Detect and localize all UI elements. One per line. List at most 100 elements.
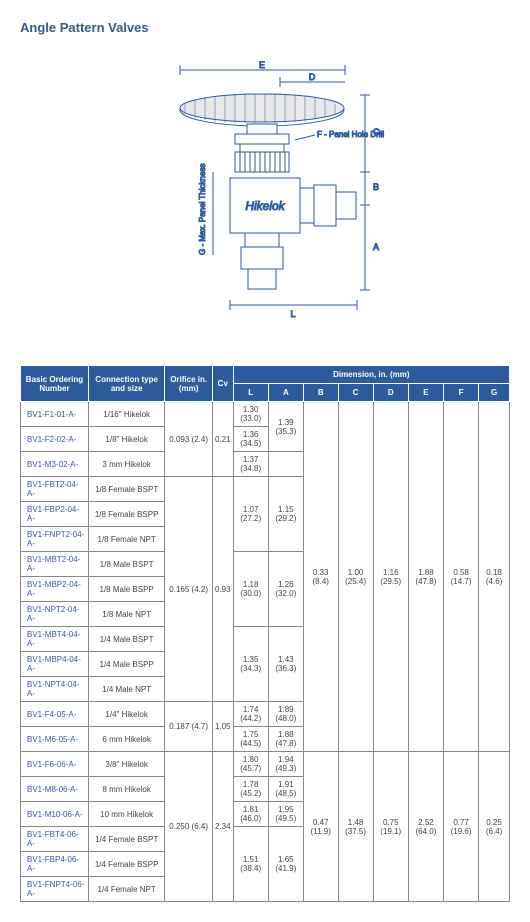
- valve-diagram: E D F - Panel Hole Drill: [20, 55, 510, 335]
- table-cell: BV1-M3-02-A-: [21, 452, 89, 477]
- table-cell: 1.48 (37.5): [338, 752, 373, 902]
- table-cell: BV1-MBP4-04-A-: [21, 652, 89, 677]
- table-cell: 1/8" Hikelok: [88, 427, 164, 452]
- table-cell: 0.21: [213, 402, 234, 477]
- table-cell: [268, 452, 303, 477]
- table-cell: 1.65 (41.9): [268, 827, 303, 902]
- dim-e-label: E: [259, 60, 265, 70]
- table-cell: 1.15 (29.2): [268, 477, 303, 552]
- table-cell: 8 mm Hikelok: [88, 777, 164, 802]
- table-cell: 1/4" Hikelok: [88, 702, 164, 727]
- table-cell: 1.16 (29.5): [373, 402, 408, 752]
- table-cell: 1.26 (32.0): [268, 552, 303, 627]
- table-cell: 1/4 Female BSPT: [88, 827, 164, 852]
- table-cell: BV1-FNPT4-06-A-: [21, 877, 89, 902]
- table-cell: 0.75 (19.1): [373, 752, 408, 902]
- th-g: G: [479, 384, 510, 402]
- table-cell: BV1-FBT4-06-A-: [21, 827, 89, 852]
- table-cell: 1.80 (45.7): [233, 752, 268, 777]
- table-cell: 1/4 Male BSPT: [88, 627, 164, 652]
- spec-table: Basic Ordering Number Connection type an…: [20, 365, 510, 902]
- table-cell: 1/8 Female BSPT: [88, 477, 164, 502]
- table-cell: 1/8 Male BSPP: [88, 577, 164, 602]
- table-cell: BV1-NPT2-04-A-: [21, 602, 89, 627]
- table-cell: BV1-NPT4-04-A-: [21, 677, 89, 702]
- dim-g-label: G - Max. Panel Thickness: [198, 164, 207, 255]
- table-cell: 0.187 (4.7): [165, 702, 213, 752]
- page-title: Angle Pattern Valves: [20, 20, 510, 35]
- table-cell: 0.77 (19.6): [444, 752, 479, 902]
- table-cell: 1/4 Male BSPP: [88, 652, 164, 677]
- th-e: E: [408, 384, 443, 402]
- table-cell: 0.093 (2.4): [165, 402, 213, 477]
- table-cell: BV1-FBP2-04-A-: [21, 502, 89, 527]
- th-d: D: [373, 384, 408, 402]
- table-cell: BV1-M10-06-A-: [21, 802, 89, 827]
- table-cell: 1.89 (48.0): [268, 702, 303, 727]
- table-cell: 6 mm Hikelok: [88, 727, 164, 752]
- table-row: BV1-F1-01-A-1/16" Hikelok0.093 (2.4)0.21…: [21, 402, 510, 427]
- table-cell: 1.74 (44.2): [233, 702, 268, 727]
- table-cell: 1.51 (38.4): [233, 827, 268, 902]
- table-cell: BV1-M8-06-A-: [21, 777, 89, 802]
- table-cell: BV1-F2-02-A-: [21, 427, 89, 452]
- table-cell: 1.88 (47.8): [408, 402, 443, 752]
- table-cell: 1.37 (34.8): [233, 452, 268, 477]
- table-cell: 1/16" Hikelok: [88, 402, 164, 427]
- dim-l-label: L: [290, 309, 295, 319]
- table-cell: 1.88 (47.8): [268, 727, 303, 752]
- table-cell: 1.07 (27.2): [233, 477, 268, 552]
- dim-a-label: A: [373, 242, 379, 252]
- table-cell: BV1-MBT2-04-A-: [21, 552, 89, 577]
- th-c: C: [338, 384, 373, 402]
- table-cell: 3/8" Hikelok: [88, 752, 164, 777]
- th-dimension: Dimension, in. (mm): [233, 366, 509, 384]
- table-cell: BV1-FBT2-04-A-: [21, 477, 89, 502]
- th-cv: Cv: [213, 366, 234, 402]
- table-cell: 0.47 (11.9): [303, 752, 338, 902]
- table-cell: 1/4 Female BSPP: [88, 852, 164, 877]
- table-cell: 1.05: [213, 702, 234, 752]
- table-cell: 0.33 (8.4): [303, 402, 338, 752]
- table-cell: BV1-M6-05-A-: [21, 727, 89, 752]
- table-cell: 1/8 Male BSPT: [88, 552, 164, 577]
- table-cell: BV1-MBT4-04-A-: [21, 627, 89, 652]
- table-cell: BV1-F4-05-A-: [21, 702, 89, 727]
- table-cell: BV1-FNPT2-04-A-: [21, 527, 89, 552]
- table-cell: 0.93: [213, 477, 234, 702]
- table-cell: 1.43 (36.3): [268, 627, 303, 702]
- table-cell: 1.91 (48.5): [268, 777, 303, 802]
- table-cell: 3 mm Hikelok: [88, 452, 164, 477]
- dim-c-label: C: [373, 127, 380, 137]
- th-orifice: Orifice in. (mm): [165, 366, 213, 402]
- th-connection: Connection type and size: [88, 366, 164, 402]
- table-cell: 1/8 Female NPT: [88, 527, 164, 552]
- th-l: L: [233, 384, 268, 402]
- table-cell: 10 mm Hikelok: [88, 802, 164, 827]
- table-cell: 0.18 (4.6): [479, 402, 510, 752]
- table-cell: 0.250 (6.4): [165, 752, 213, 902]
- table-cell: 2.52 (64.0): [408, 752, 443, 902]
- table-cell: 1/4 Female NPT: [88, 877, 164, 902]
- table-cell: 0.58 (14.7): [444, 402, 479, 752]
- table-cell: 1/8 Female BSPP: [88, 502, 164, 527]
- table-cell: 1.35 (34.3): [233, 627, 268, 702]
- dim-b-label: B: [373, 182, 379, 192]
- table-cell: 1.81 (46.0): [233, 802, 268, 827]
- table-cell: 1.75 (44.5): [233, 727, 268, 752]
- th-ordering: Basic Ordering Number: [21, 366, 89, 402]
- table-cell: 1.95 (49.5): [268, 802, 303, 827]
- table-cell: 2.34: [213, 752, 234, 902]
- table-cell: 1.00 (25.4): [338, 402, 373, 752]
- table-cell: 1.94 (49.3): [268, 752, 303, 777]
- dim-d-label: D: [309, 72, 316, 82]
- table-cell: 1.30 (33.0): [233, 402, 268, 427]
- th-a: A: [268, 384, 303, 402]
- table-cell: BV1-F6-06-A-: [21, 752, 89, 777]
- table-cell: 1/8 Male NPT: [88, 602, 164, 627]
- table-cell: 1.78 (45.2): [233, 777, 268, 802]
- th-f: F: [444, 384, 479, 402]
- table-cell: 1.36 (34.5): [233, 427, 268, 452]
- table-cell: 1.39 (35.3): [268, 402, 303, 452]
- th-b: B: [303, 384, 338, 402]
